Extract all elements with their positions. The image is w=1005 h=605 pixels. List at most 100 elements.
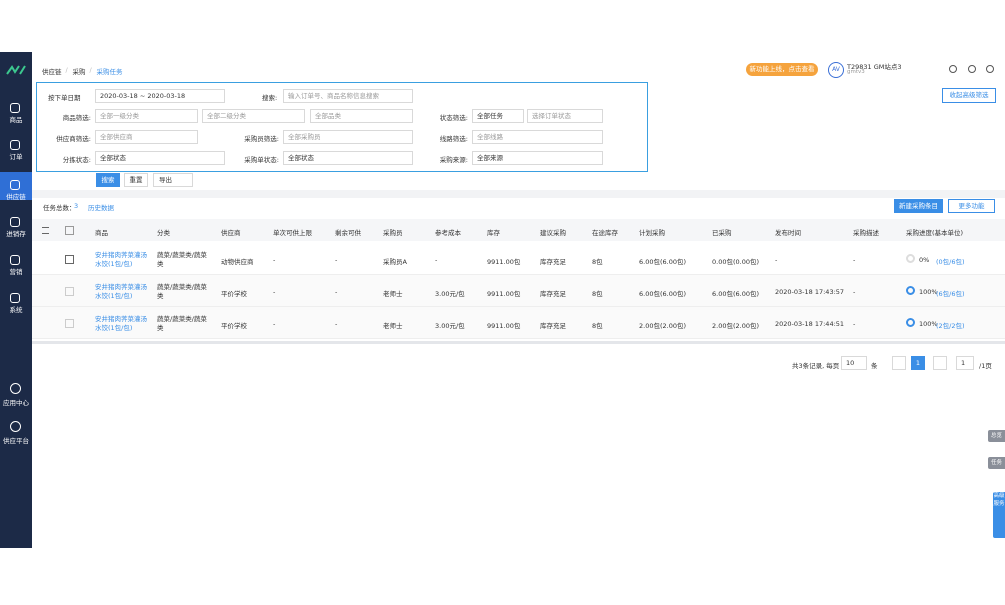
search-button[interactable]: 搜索 (96, 173, 120, 187)
progress-ring (906, 286, 915, 295)
cell: - (775, 256, 778, 264)
cell: 蔬菜/蔬菜类/蔬菜类 (157, 251, 207, 268)
column-header: 参考成本 (435, 229, 461, 237)
header-icon[interactable] (968, 65, 976, 73)
cell: 2020-03-18 17:44:51 (775, 320, 845, 328)
cell: - (853, 256, 856, 264)
nav-icon (10, 140, 20, 150)
cell: 2020-03-18 17:43:57 (775, 288, 845, 296)
task-count: 3 (74, 202, 79, 210)
filter-input[interactable]: 全部采购员 (283, 130, 413, 144)
filter-input[interactable]: 全部二级分类 (202, 109, 305, 123)
collapse-button[interactable]: 收起高级筛选 (942, 88, 996, 103)
checkbox[interactable] (65, 319, 74, 328)
filter-input[interactable]: 全部一级分类 (95, 109, 198, 123)
account-user: gmtv3 (847, 69, 865, 75)
menu-icon (42, 227, 49, 234)
page-goto[interactable]: 1 (956, 356, 974, 370)
cell: - (853, 320, 856, 328)
header-icon[interactable] (949, 65, 957, 73)
nav-item[interactable]: 进销存 (6, 230, 26, 238)
cell: 采购员A (383, 258, 407, 266)
filter-select[interactable]: 全部来源 (472, 151, 603, 165)
search-label: 搜索: (262, 94, 278, 102)
page-count: /1页 (979, 362, 992, 370)
column-header: 供应商 (221, 229, 241, 237)
column-header: 建议采购 (540, 229, 566, 237)
history-link[interactable]: 历史数据 (88, 204, 114, 212)
next-button[interactable] (933, 356, 947, 370)
cell[interactable]: 安井猪肉荠菜灌汤水饺(1包/包) (95, 315, 147, 332)
cell: 平价学校 (221, 290, 247, 298)
export-button[interactable]: 导出 (153, 173, 193, 187)
nav-icon (10, 293, 20, 303)
cell: 库存充足 (540, 290, 566, 298)
cell: 6.00包(6.00包) (639, 258, 687, 266)
column-header: 在途库存 (592, 229, 618, 237)
prev-button[interactable] (892, 356, 906, 370)
page-size[interactable]: 10 (841, 356, 867, 370)
filter-label: 采购来源: (439, 156, 468, 164)
filter-input[interactable]: 全部线路 (472, 130, 603, 144)
progress-detail[interactable]: (6包/6包) (936, 290, 965, 298)
cell[interactable]: 安井猪肉荠菜灌汤水饺(1包/包) (95, 283, 147, 300)
search-input[interactable]: 输入订单号、商品名称信息搜索 (283, 89, 413, 103)
page-total: 共3条记录, 每页 (792, 362, 840, 370)
date-range[interactable]: 2020-03-18 ~ 2020-03-18 (95, 89, 225, 103)
header-icon[interactable] (986, 65, 994, 73)
scrollbar (32, 341, 1005, 344)
filter-select[interactable]: 全部任务 (472, 109, 524, 123)
cell: 蔬菜/蔬菜类/蔬菜类 (157, 315, 207, 332)
column-header: 单次可供上限 (273, 229, 312, 237)
column-header: 分类 (157, 229, 170, 237)
progress-percent: 100% (919, 320, 938, 328)
new-button[interactable]: 新建采购条目 (894, 199, 943, 213)
side-tab[interactable]: 任务 (988, 457, 1005, 469)
filter-input[interactable]: 全部供应商 (95, 130, 198, 144)
row-line (32, 338, 1005, 339)
active-nav (0, 172, 32, 200)
side-tab[interactable]: 高级服务 (993, 492, 1005, 538)
nav-item[interactable]: 供应平台 (3, 437, 29, 445)
row-line (32, 306, 1005, 307)
progress-ring (906, 318, 915, 327)
filter-select[interactable]: 全部状态 (283, 151, 413, 165)
breadcrumb-sep: / (89, 66, 92, 74)
promo-button[interactable]: 新功能上线，点击查看 (746, 63, 818, 76)
column-header: 库存 (487, 229, 500, 237)
breadcrumb-item[interactable]: 采购 (72, 68, 86, 76)
checkbox[interactable] (65, 226, 74, 235)
nav-item[interactable]: 供应链 (6, 193, 26, 201)
filter-input[interactable]: 选择订单状态 (527, 109, 603, 123)
reset-button[interactable]: 重置 (124, 173, 148, 187)
cell: 库存充足 (540, 258, 566, 266)
date-mode[interactable]: 按下单日期 (48, 94, 81, 102)
column-header: 采购进度(基本单位) (906, 229, 964, 237)
filter-label: 供应商筛选: (56, 135, 91, 143)
cell: - (335, 320, 338, 328)
side-tab[interactable]: 总览 (988, 430, 1005, 442)
nav-item[interactable]: 营销 (9, 268, 23, 276)
task-count-label: 任务总数： (43, 204, 76, 212)
nav-item[interactable]: 订单 (9, 153, 23, 161)
breadcrumb-item[interactable]: 供应链 (42, 68, 62, 76)
sidebar (0, 52, 32, 548)
checkbox[interactable] (65, 287, 74, 296)
filter-label: 分拣状态: (62, 156, 91, 164)
cell: - (273, 256, 276, 264)
nav-item[interactable]: 系统 (9, 306, 23, 314)
progress-detail[interactable]: (0包/6包) (936, 258, 965, 266)
filter-select[interactable]: 全部状态 (95, 151, 225, 165)
nav-item[interactable]: 应用中心 (3, 399, 29, 407)
cell[interactable]: 安井猪肉荠菜灌汤水饺(1包/包) (95, 251, 147, 268)
column-header: 采购描述 (853, 229, 879, 237)
nav-item[interactable]: 商品 (9, 116, 23, 124)
filter-input[interactable]: 全部品类 (310, 109, 413, 123)
checkbox[interactable] (65, 255, 74, 264)
nav-icon (10, 421, 21, 432)
more-button[interactable]: 更多功能 (948, 199, 995, 213)
progress-detail[interactable]: (2包/2包) (936, 322, 965, 330)
page-current[interactable]: 1 (911, 356, 925, 370)
nav-icon (10, 383, 21, 394)
